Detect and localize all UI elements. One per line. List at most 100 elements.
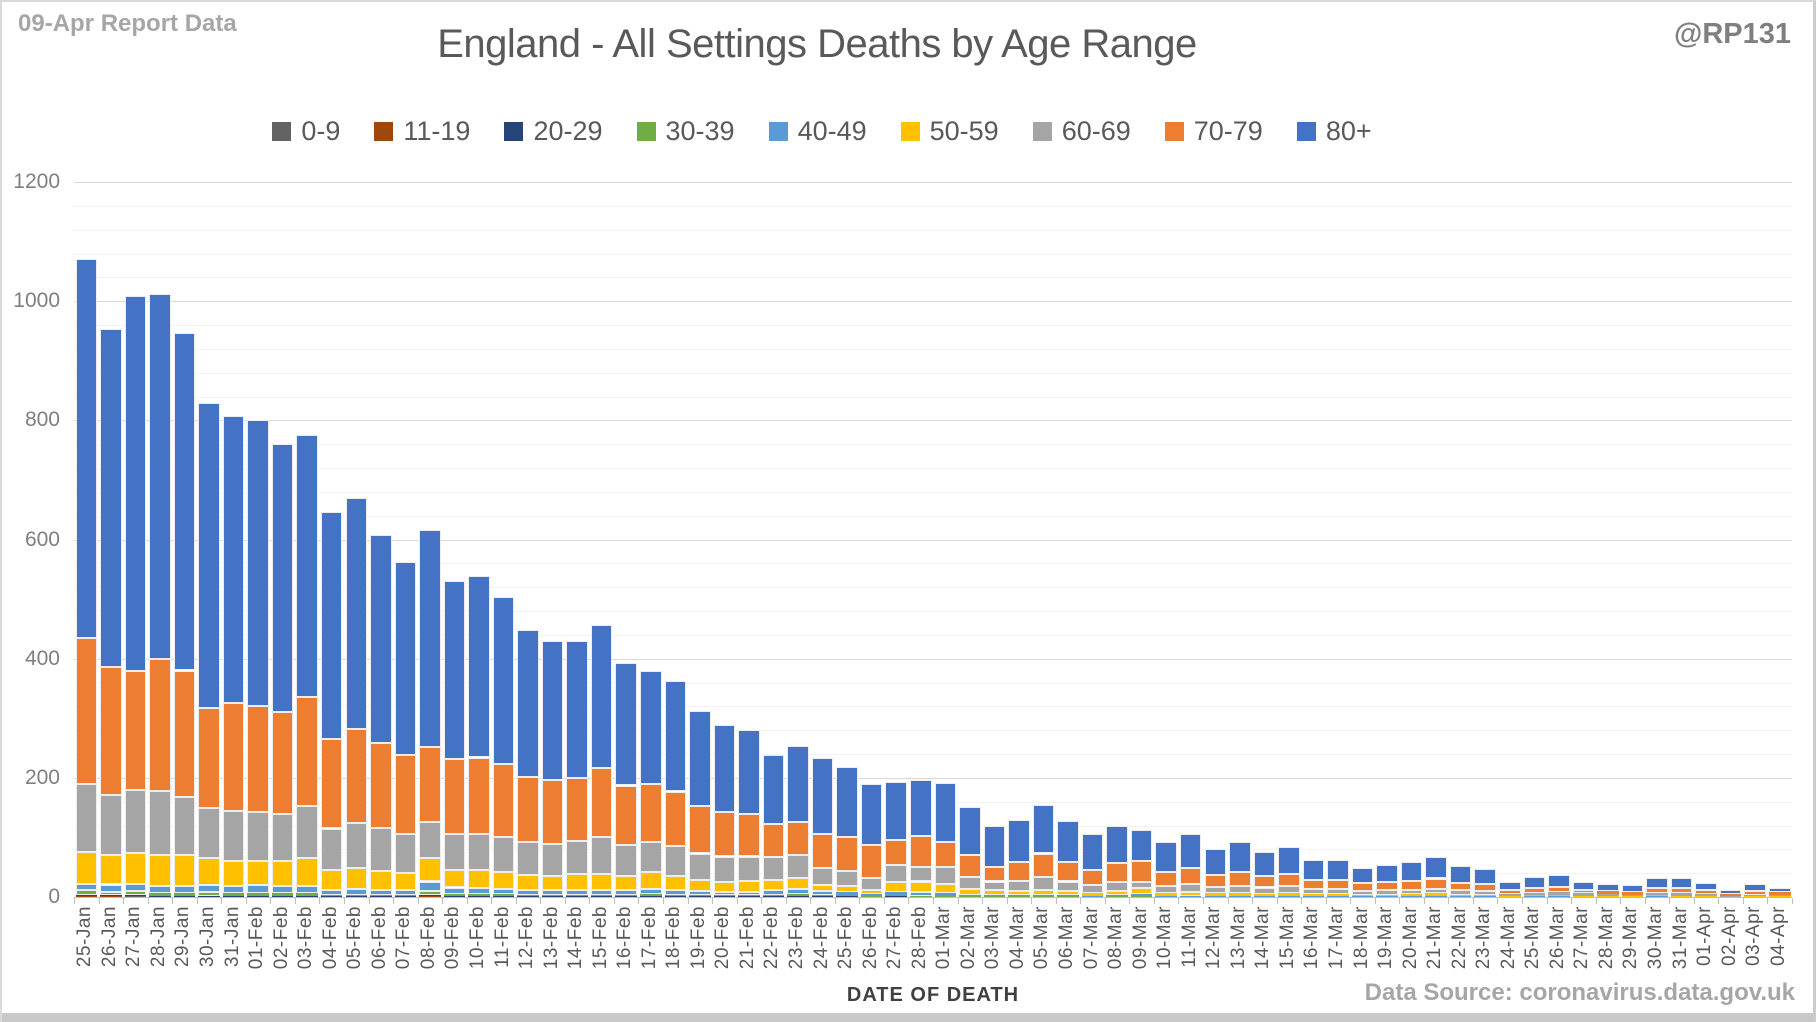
x-axis-label: 25-Feb <box>835 906 856 970</box>
x-axis-tick <box>1301 898 1302 904</box>
bar-segment-50-59 <box>615 876 637 891</box>
legend-label: 40-49 <box>797 116 867 146</box>
bar-segment-30-39 <box>1425 896 1447 897</box>
legend-swatch-icon <box>272 122 292 141</box>
bar-segment-80+ <box>370 535 392 744</box>
bar-segment-20-29 <box>468 896 490 897</box>
bar-segment-70-79 <box>836 837 858 872</box>
x-axis-label: 10-Mar <box>1154 906 1175 970</box>
bar-segment-80+ <box>1474 869 1496 884</box>
bar-segment-20-29 <box>271 895 294 897</box>
minor-gridline <box>74 206 1792 207</box>
x-axis-tick <box>467 898 468 904</box>
bar-segment-70-79 <box>320 739 343 829</box>
bar-segment-30-39 <box>664 894 686 896</box>
x-axis-tick <box>344 898 345 904</box>
bar-segment-70-79 <box>1523 888 1545 893</box>
x-axis-tick <box>369 898 370 904</box>
bar-segment-70-79 <box>1327 879 1349 890</box>
bar-segment-50-59 <box>910 881 932 893</box>
bar-segment-40-49 <box>713 891 736 896</box>
x-axis-label: 31-Mar <box>1670 906 1691 970</box>
x-axis-label: 11-Feb <box>492 906 513 968</box>
bar-segment-80+ <box>1523 877 1545 888</box>
bar-segment-30-39 <box>370 895 392 897</box>
bar-segment-30-39 <box>615 894 637 896</box>
x-axis-tick <box>197 898 198 904</box>
bar-segment-20-29 <box>149 895 171 897</box>
bar-segment-60-69 <box>1351 891 1374 895</box>
legend-item-0-9: 0-9 <box>272 116 340 147</box>
bar-segment-70-79 <box>910 835 932 867</box>
bar-segment-30-39 <box>762 895 785 897</box>
x-axis-label: 22-Feb <box>761 906 782 970</box>
bar-segment-30-39 <box>1032 896 1055 897</box>
bar-segment-30-39 <box>885 895 907 897</box>
bar-segment-80+ <box>1155 842 1177 872</box>
bar-segment-70-79 <box>1253 876 1276 888</box>
bar-segment-60-69 <box>394 833 417 874</box>
bar-segment-80+ <box>198 402 220 708</box>
minor-gridline <box>74 277 1792 278</box>
bar-segment-11-19 <box>247 896 269 897</box>
y-axis-label: 200 <box>24 766 60 789</box>
bar-segment-60-69 <box>713 856 736 882</box>
x-axis-tick <box>123 898 124 904</box>
legend-label: 30-39 <box>665 116 735 146</box>
major-gridline <box>74 182 1792 183</box>
x-axis-label: 01-Mar <box>933 906 954 970</box>
bar-segment-60-69 <box>320 828 343 871</box>
bar-segment-80+ <box>836 767 858 838</box>
bar-segment-50-59 <box>1548 895 1570 897</box>
x-axis-label: 15-Feb <box>590 906 611 970</box>
legend-item-40-49: 40-49 <box>768 116 867 147</box>
major-gridline <box>74 301 1792 302</box>
y-axis-label: 800 <box>24 408 60 431</box>
bar-segment-40-49 <box>1179 895 1202 897</box>
bar-segment-20-29 <box>590 895 613 897</box>
bar-segment-80+ <box>566 641 588 779</box>
bar-segment-40-49 <box>959 894 981 897</box>
bar-segment-20-29 <box>713 896 736 897</box>
bar-segment-80+ <box>1032 804 1055 854</box>
bar-segment-20-29 <box>885 896 907 897</box>
bar-segment-60-69 <box>296 805 318 859</box>
x-axis-label: 30-Mar <box>1645 906 1666 970</box>
bar-segment-80+ <box>689 710 711 806</box>
bar-segment-60-69 <box>615 845 637 877</box>
bar-segment-60-69 <box>1204 886 1226 894</box>
legend-swatch-icon <box>1296 122 1316 141</box>
bar-segment-80+ <box>1719 890 1742 894</box>
bar-segment-80+ <box>738 730 760 814</box>
minor-gridline <box>74 397 1792 398</box>
x-axis-label: 29-Jan <box>172 906 193 968</box>
bar-segment-30-39 <box>517 894 539 897</box>
bar-segment-20-29 <box>222 895 245 897</box>
bar-segment-30-39 <box>1204 896 1226 897</box>
bar-segment-40-49 <box>1523 896 1545 897</box>
bar-segment-60-69 <box>492 836 515 872</box>
bar-segment-80+ <box>1744 883 1766 892</box>
bar-segment-60-69 <box>541 844 564 876</box>
bar-segment-80+ <box>1769 887 1791 893</box>
bar-segment-50-59 <box>149 855 171 887</box>
bar-segment-40-49 <box>370 890 392 896</box>
bar-segment-0-9 <box>173 896 196 897</box>
bar-segment-20-29 <box>738 896 760 897</box>
bar-segment-40-49 <box>443 887 466 895</box>
x-axis-tick <box>835 898 836 904</box>
bar-segment-70-79 <box>1769 892 1791 896</box>
x-axis-tick <box>1767 898 1768 904</box>
bar-segment-40-49 <box>860 894 883 896</box>
x-axis-tick <box>884 898 885 904</box>
bar-segment-60-69 <box>762 857 785 881</box>
bar-segment-50-59 <box>296 858 318 887</box>
bar-segment-70-79 <box>664 791 686 847</box>
bar-segment-50-59 <box>320 870 343 890</box>
bar-segment-80+ <box>1081 833 1104 870</box>
bar-segment-50-59 <box>492 872 515 889</box>
minor-gridline <box>74 325 1792 326</box>
bar-segment-50-59 <box>885 882 907 893</box>
bar-segment-40-49 <box>836 892 858 896</box>
x-axis-label: 01-Apr <box>1694 906 1715 967</box>
